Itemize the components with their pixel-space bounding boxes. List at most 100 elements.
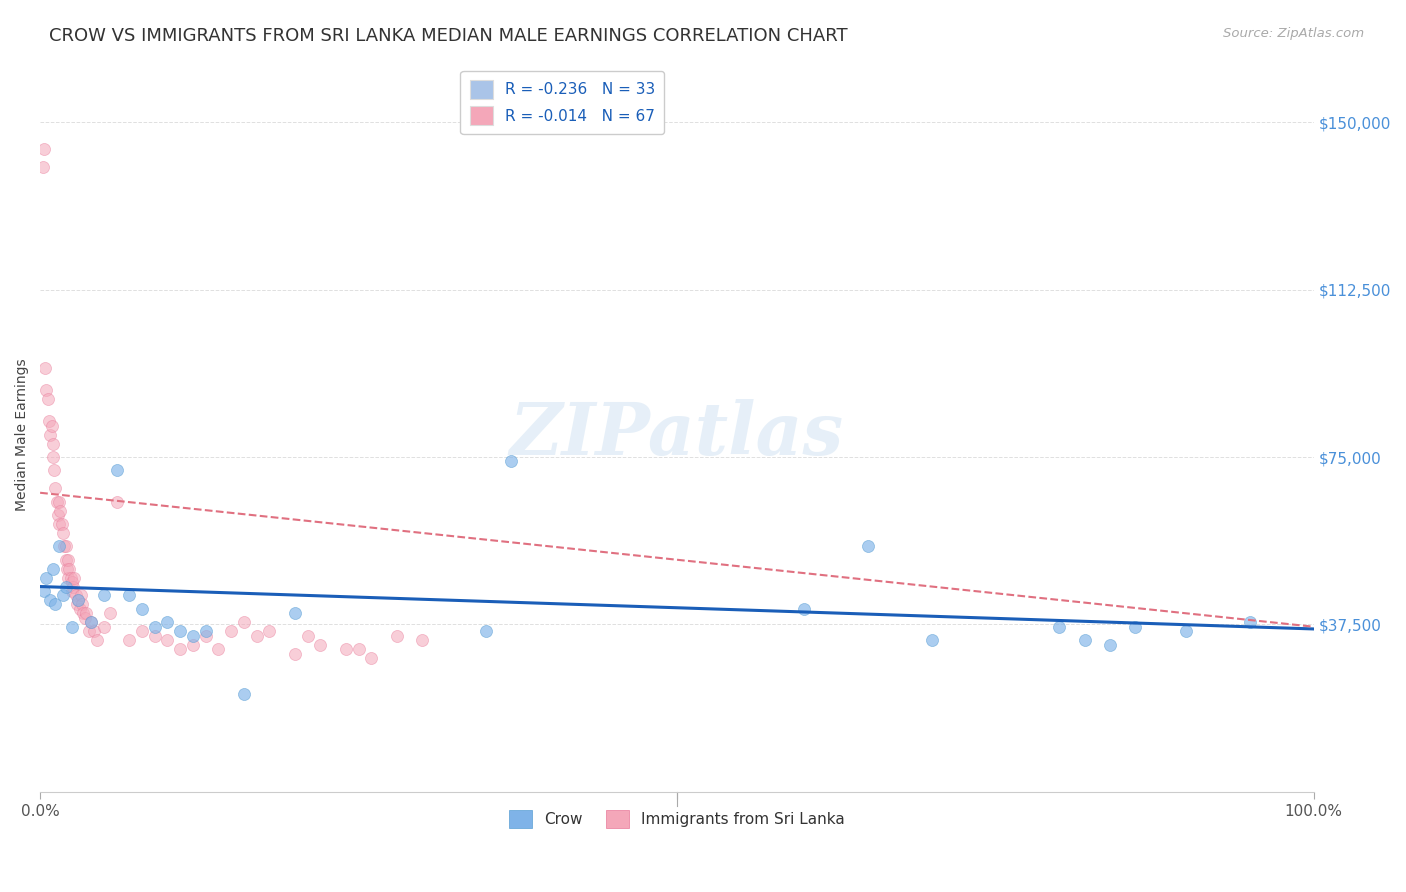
Point [62,580,84,594]
Point [42,436,65,450]
Point [80,615,103,630]
Point [181,629,204,643]
Point [60,584,83,599]
Point [39,427,62,442]
Point [347,642,370,657]
Text: Source: ZipAtlas.com: Source: ZipAtlas.com [1223,27,1364,40]
Point [232,687,254,701]
Point [53,539,76,553]
Point [232,615,254,630]
Point [219,624,242,639]
Point [93,589,115,603]
Point [501,454,523,468]
Point [72,607,94,621]
Point [60,620,83,634]
Point [48,494,70,508]
Point [105,494,128,508]
Point [63,571,86,585]
Point [98,607,121,621]
Point [56,571,79,585]
Point [297,629,319,643]
Point [46,508,69,522]
Point [66,598,89,612]
Point [35,571,58,585]
Point [32,584,55,599]
Point [48,539,70,553]
Point [38,414,60,428]
Point [51,516,73,531]
Point [37,392,59,406]
Y-axis label: Median Male Earnings: Median Male Earnings [15,359,30,511]
Point [143,620,166,634]
Point [921,633,943,648]
Point [793,602,815,616]
Point [48,516,70,531]
Point [75,607,97,621]
Point [105,463,128,477]
Point [70,589,93,603]
Point [143,629,166,643]
Point [80,615,103,630]
Point [55,539,77,553]
Point [93,620,115,634]
Point [35,383,58,397]
Point [411,633,433,648]
Point [1098,638,1121,652]
Point [49,503,72,517]
Point [156,615,179,630]
Point [1175,624,1198,639]
Point [34,360,56,375]
Point [56,562,79,576]
Point [169,642,191,657]
Point [56,553,79,567]
Point [83,624,105,639]
Point [207,642,229,657]
Point [39,593,62,607]
Point [67,593,90,607]
Point [45,494,67,508]
Point [335,642,357,657]
Point [1047,620,1070,634]
Point [194,629,217,643]
Point [118,633,141,648]
Point [77,624,100,639]
Point [52,589,75,603]
Point [284,647,307,661]
Point [65,589,87,603]
Text: CROW VS IMMIGRANTS FROM SRI LANKA MEDIAN MALE EARNINGS CORRELATION CHART: CROW VS IMMIGRANTS FROM SRI LANKA MEDIAN… [49,27,848,45]
Point [44,481,66,495]
Legend: Crow, Immigrants from Sri Lanka: Crow, Immigrants from Sri Lanka [503,804,851,834]
Point [42,450,65,464]
Point [31,160,53,174]
Point [194,624,217,639]
Point [60,575,83,590]
Point [42,562,65,576]
Point [52,525,75,540]
Point [118,589,141,603]
Point [309,638,332,652]
Point [856,539,879,553]
Point [58,562,80,576]
Point [41,418,63,433]
Point [70,598,93,612]
Point [181,638,204,652]
Point [59,571,82,585]
Point [360,651,382,665]
Point [55,553,77,567]
Point [131,624,153,639]
Point [246,629,269,643]
Point [259,624,281,639]
Point [69,602,91,616]
Point [1239,615,1261,630]
Point [131,602,153,616]
Point [55,580,77,594]
Point [42,463,65,477]
Point [73,611,96,625]
Point [385,629,408,643]
Point [169,624,191,639]
Point [1125,620,1147,634]
Point [284,607,307,621]
Point [44,598,66,612]
Point [156,633,179,648]
Text: ZIPatlas: ZIPatlas [510,400,844,470]
